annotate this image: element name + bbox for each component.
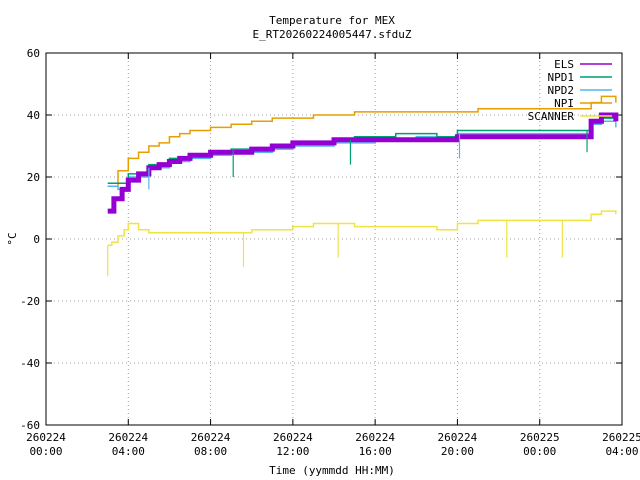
legend-label: NPI [554, 97, 574, 110]
x-tick-date: 260224 [355, 431, 395, 444]
x-tick-date: 260224 [26, 431, 66, 444]
y-tick-label: -40 [20, 357, 40, 370]
legend-label: ELS [554, 58, 574, 71]
chart-title: Temperature for MEX [269, 14, 395, 27]
series-line-npi [107, 95, 617, 188]
x-tick-time: 04:00 [112, 445, 145, 458]
x-tick-time: 20:00 [441, 445, 474, 458]
y-axis-label: °C [6, 232, 19, 245]
x-tick-date: 260224 [108, 431, 148, 444]
plot-border [45, 52, 623, 426]
y-tick-label: 40 [27, 109, 40, 122]
legend-label: NPD1 [548, 71, 575, 84]
y-tick-label: -60 [20, 419, 40, 432]
x-tick-date: 260224 [191, 431, 231, 444]
x-tick-date: 260224 [438, 431, 478, 444]
x-tick-time: 16:00 [359, 445, 392, 458]
series-line-els [107, 112, 619, 214]
y-tick-label: 20 [27, 171, 40, 184]
legend-label: SCANNER [528, 110, 575, 123]
series-lines [107, 95, 619, 277]
x-tick-date: 260225 [520, 431, 560, 444]
x-tick-date: 260225 [602, 431, 640, 444]
y-tick-label: 0 [33, 233, 40, 246]
x-axis-label: Time (yymmdd HH:MM) [269, 464, 395, 477]
x-tick-time: 08:00 [194, 445, 227, 458]
x-tick-time: 00:00 [523, 445, 556, 458]
x-tick-time: 12:00 [276, 445, 309, 458]
axis-ticks: -60-40-20020406026022400:0026022404:0026… [20, 47, 640, 458]
series-line-scanner [107, 210, 617, 246]
x-tick-time: 04:00 [605, 445, 638, 458]
y-tick-label: 60 [27, 47, 40, 60]
legend-label: NPD2 [548, 84, 575, 97]
chart-subtitle: E_RT20260224005447.sfduZ [253, 28, 412, 41]
x-tick-date: 260224 [273, 431, 313, 444]
series-line-npd2 [107, 120, 617, 191]
x-tick-time: 00:00 [29, 445, 62, 458]
y-tick-label: -20 [20, 295, 40, 308]
